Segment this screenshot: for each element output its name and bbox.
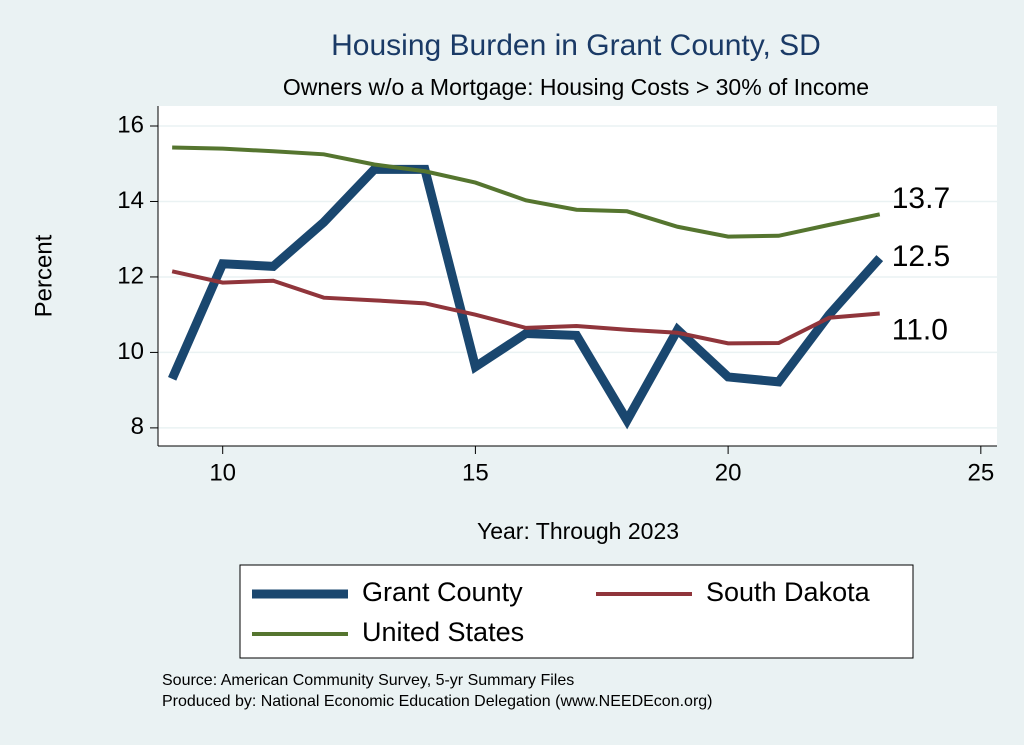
legend-label: Grant County [362, 577, 523, 607]
series-line [172, 145, 881, 239]
value-label: 11.0 [892, 313, 948, 346]
x-tick-label: 10 [209, 459, 236, 486]
y-tick-label: 16 [117, 111, 144, 138]
y-tick-label: 10 [117, 338, 144, 365]
legend-label: United States [362, 617, 524, 647]
x-tick-label: 15 [462, 459, 489, 486]
legend [239, 564, 914, 659]
plot-area [158, 106, 997, 446]
value-label: 12.5 [892, 240, 950, 273]
x-tick-label: 20 [715, 459, 742, 486]
legend-label: South Dakota [706, 577, 871, 607]
x-tick-label: 25 [967, 459, 994, 486]
y-tick-label: 12 [117, 262, 144, 289]
value-label: 13.7 [892, 182, 950, 215]
chart-subtitle: Owners w/o a Mortgage: Housing Costs > 3… [283, 74, 869, 100]
chart-title: Housing Burden in Grant County, SD [331, 29, 821, 62]
series-line [168, 164, 884, 430]
y-tick-label: 14 [117, 187, 144, 214]
y-axis-label: Percent [30, 234, 57, 317]
producer-note: Produced by: National Economic Education… [162, 693, 713, 710]
y-tick-label: 8 [131, 413, 144, 440]
series-line [171, 269, 880, 346]
source-note: Source: American Community Survey, 5-yr … [162, 672, 574, 689]
x-axis-label: Year: Through 2023 [477, 518, 679, 544]
